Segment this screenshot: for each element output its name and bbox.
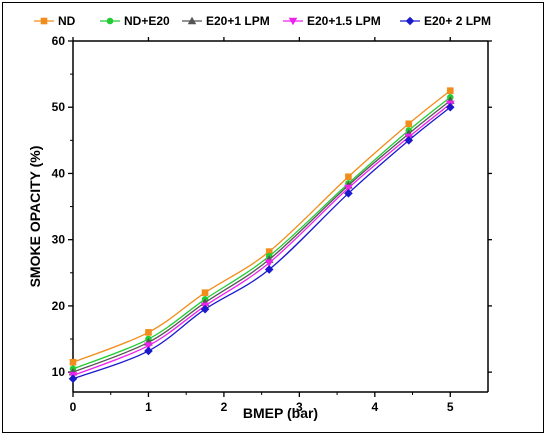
y-axis-title: SMOKE OPACITY (%) [27,146,43,288]
x-tick-label: 5 [447,400,454,414]
y-tick-label: 60 [52,34,66,48]
series-line [72,90,451,363]
chart-frame [2,2,544,433]
series-layer [68,87,455,384]
legend-label: ND+E20 [124,14,170,28]
data-point [446,87,454,94]
legend-item: E20+ 2 LPM [400,14,491,28]
data-point [404,136,414,145]
axes [72,40,489,393]
data-point [264,265,274,274]
legend-swatch-marker [288,17,298,26]
data-point [405,120,413,128]
y-tick-label: 50 [52,100,66,114]
series-1 [69,87,454,366]
x-tick-label: 2 [221,400,228,414]
data-point [200,304,210,314]
x-axis-title: BMEP (bar) [243,405,318,421]
x-tick-label: 1 [145,400,152,414]
y-tick-label: 30 [52,233,66,247]
data-point [344,184,353,193]
ticks: 0 1 2 3 4 5 10 20 30 40 50 60 [52,34,492,414]
data-point [69,358,77,366]
x-tick-label: 0 [70,400,77,414]
series-line [72,106,451,380]
legend-label: E20+1.5 LPM [307,14,381,28]
data-point [144,346,153,356]
series-line [72,100,451,373]
data-point [201,289,209,296]
legend-swatch-marker [40,17,48,25]
data-point [344,189,353,198]
data-point [265,248,273,255]
series-3 [68,96,455,376]
data-point [445,102,455,112]
data-point [144,342,153,350]
y-tick-label: 10 [52,365,66,379]
data-point [264,259,274,268]
series-5 [68,102,455,384]
legend: ND ND+E20 E20+1 LPM E20+1.5 LPM E20+ 2 LPM [34,14,491,28]
legend-label: ND [58,14,76,28]
legend-swatch-marker [187,16,197,25]
legend-item: E20+1.5 LPM [283,14,381,28]
series-4 [68,100,455,380]
data-point [68,374,78,384]
y-tick-label: 20 [52,299,66,313]
series-2 [69,93,454,373]
legend-swatch-marker [405,16,415,26]
legend-item: E20+1 LPM [182,14,270,28]
x-tick-label: 4 [371,400,378,414]
data-point [345,173,352,181]
series-line [72,103,451,377]
legend-swatch-marker [106,17,114,25]
legend-item: ND [34,14,76,28]
x-tick-label: 3 [296,400,303,414]
legend-label: E20+ 2 LPM [424,14,491,28]
legend-label: E20+1 LPM [206,14,270,28]
series-line [72,96,451,370]
y-tick-label: 40 [52,166,66,180]
legend-item: ND+E20 [100,14,170,28]
data-point [145,329,152,336]
